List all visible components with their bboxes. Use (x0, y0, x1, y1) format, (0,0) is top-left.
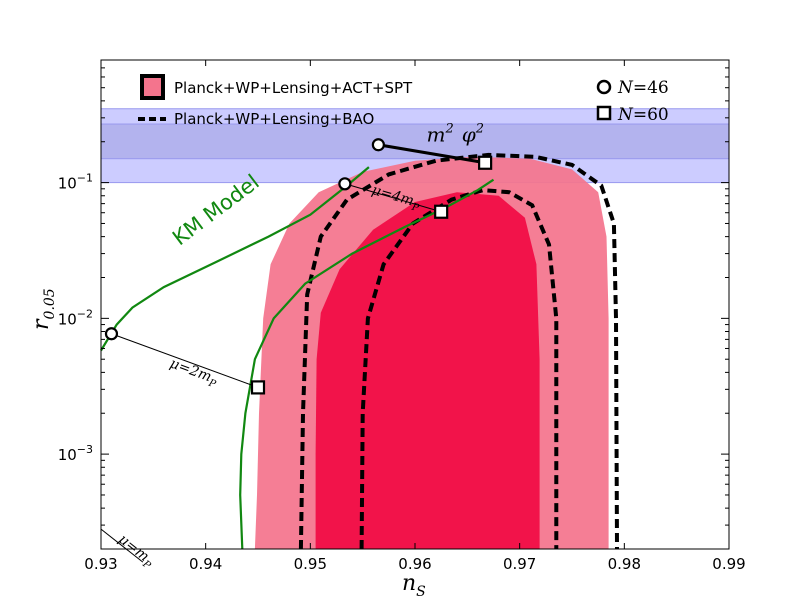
marker-n60-3 (478, 155, 493, 170)
marker-n46-2 (338, 177, 352, 191)
legend-square-marker (596, 105, 612, 121)
x-tick-label-3: 0.96 (398, 555, 431, 573)
x-axis-label: nS (402, 571, 426, 600)
series-km-model-1 (239, 178, 495, 550)
x-tick-label-5: 0.98 (608, 555, 641, 573)
x-tick-label-1: 0.94 (189, 555, 222, 573)
legend-label-act-spt: Planck+WP+Lensing+ACT+SPT (174, 79, 413, 97)
series-km-model-2 (100, 166, 370, 352)
y-tick-label-2: 10−1 (58, 172, 93, 193)
marker-legend: N=46 N=60 (596, 78, 669, 125)
series-layer (100, 166, 495, 550)
marker-n60-1 (250, 380, 266, 395)
mu-line-2 (111, 333, 259, 388)
m2-phi2-label: m2 φ2 (427, 122, 485, 147)
mu-line-1 (100, 528, 144, 563)
marker-layer (104, 138, 493, 395)
x-tick-label-0: 0.93 (84, 555, 117, 573)
legend-label-bao: Planck+WP+Lensing+BAO (174, 110, 374, 128)
x-tick-label-6: 0.99 (712, 555, 745, 573)
region-inner-68 (315, 192, 540, 549)
band-inner (100, 123, 730, 160)
legend: Planck+WP+Lensing+ACT+SPT Planck+WP+Lens… (138, 74, 413, 128)
marker-n46-1 (104, 327, 119, 341)
legend-label-n46: N=46 (617, 78, 669, 98)
m2phi2-line (378, 143, 486, 165)
mu-line-3 (344, 183, 442, 213)
y-tick-label-0: 10−3 (58, 443, 93, 464)
confidence-region-layer (254, 156, 609, 550)
marker-n46-3 (371, 138, 385, 152)
axis-tick-layer: 0.93 0.94 0.95 0.96 0.97 0.98 0.99 10−3 10−2 10−1 (58, 59, 746, 573)
x-tick-label-4: 0.97 (503, 555, 536, 573)
mu-label-2: μ=2mP (167, 355, 220, 390)
marker-n60-2 (434, 204, 449, 219)
x-tick-label-2: 0.95 (294, 555, 327, 573)
legend-swatch-filled (140, 74, 165, 100)
legend-label-n60: N=60 (617, 105, 669, 125)
y-tick-label-1: 10−2 (58, 307, 93, 328)
mu-label-1: μ=mP (113, 531, 157, 571)
legend-circle-marker (596, 79, 612, 95)
y-axis-label: r0.05 (29, 288, 58, 330)
